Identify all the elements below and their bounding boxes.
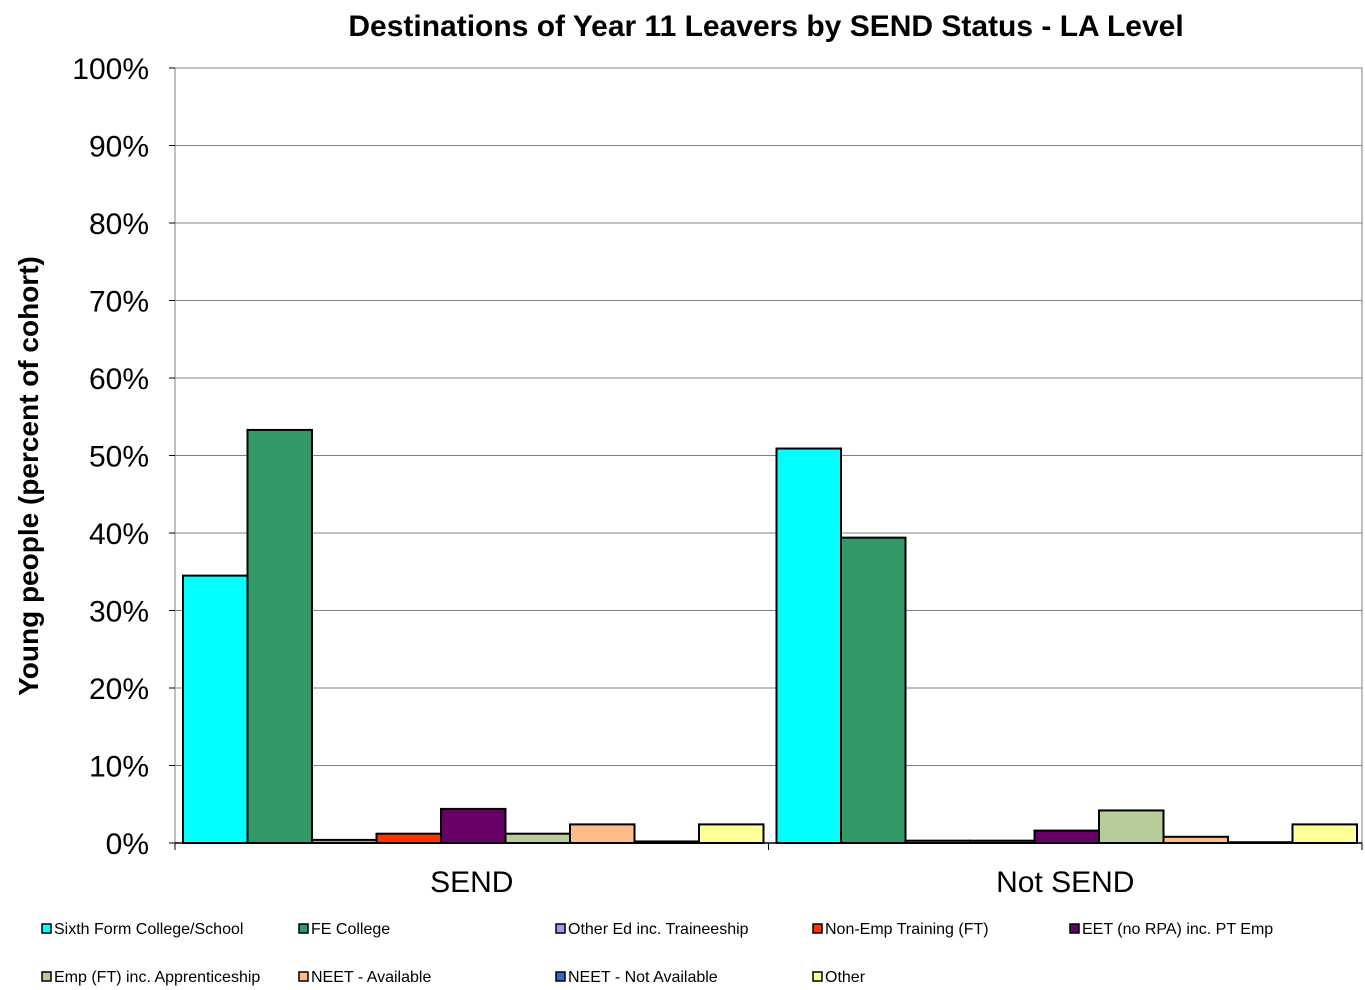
x-tick-label: SEND — [430, 866, 513, 899]
x-tick-label: Not SEND — [996, 866, 1134, 899]
legend-swatch — [812, 923, 823, 934]
y-tick-label: 90% — [89, 131, 149, 164]
bar — [1033, 829, 1100, 844]
bar — [1291, 823, 1358, 845]
legend-swatch — [1069, 923, 1080, 934]
bar — [569, 823, 636, 845]
legend-swatch — [298, 923, 309, 934]
bar — [1098, 809, 1165, 845]
bar — [375, 832, 442, 845]
y-tick-label: 60% — [89, 363, 149, 396]
y-tick-label: 20% — [89, 673, 149, 706]
legend-swatch — [812, 971, 823, 982]
legend-entry: Emp (FT) inc. Apprenticeship — [54, 969, 260, 986]
legend-entry: FE College — [311, 921, 390, 938]
y-tick-label: 100% — [72, 53, 149, 86]
legend-entry: Other Ed inc. Traineeship — [568, 921, 749, 938]
legend: Sixth Form College/School FE College Other… — [41, 921, 1273, 986]
legend-entry: Sixth Form College/School — [54, 921, 243, 938]
legend-entry: NEET - Available — [311, 969, 431, 986]
bar — [504, 832, 571, 845]
bar — [698, 823, 765, 845]
bar — [1162, 835, 1229, 844]
y-tick-label: 10% — [89, 751, 149, 784]
bar — [840, 536, 907, 845]
bar — [246, 428, 313, 844]
legend-swatch — [555, 923, 566, 934]
plot-area: 0% 10% 20% 30% 40% 50% 60% 70% 80% 90% 100% SEND Not… — [72, 53, 1363, 899]
bar — [775, 447, 842, 844]
y-tick-label: 50% — [89, 441, 149, 474]
bar — [182, 574, 249, 844]
legend-swatch — [41, 971, 52, 982]
y-axis-label: Young people (percent of cohort) — [13, 256, 44, 696]
legend-swatch — [555, 971, 566, 982]
y-tick-label: 70% — [89, 286, 149, 319]
legend-swatch — [41, 923, 52, 934]
y-tick-label: 80% — [89, 208, 149, 241]
legend-swatch — [298, 971, 309, 982]
y-tick-label: 30% — [89, 596, 149, 629]
y-tick-label: 0% — [106, 828, 149, 861]
legend-entry: NEET - Not Available — [568, 969, 718, 986]
chart-title: Destinations of Year 11 Leavers by SEND … — [348, 10, 1183, 43]
y-tick-label: 40% — [89, 518, 149, 551]
legend-entry: Non-Emp Training (FT) — [825, 921, 989, 938]
legend-entry: Other — [825, 969, 866, 986]
legend-entry: EET (no RPA) inc. PT Emp — [1082, 921, 1273, 938]
bar — [440, 807, 507, 845]
